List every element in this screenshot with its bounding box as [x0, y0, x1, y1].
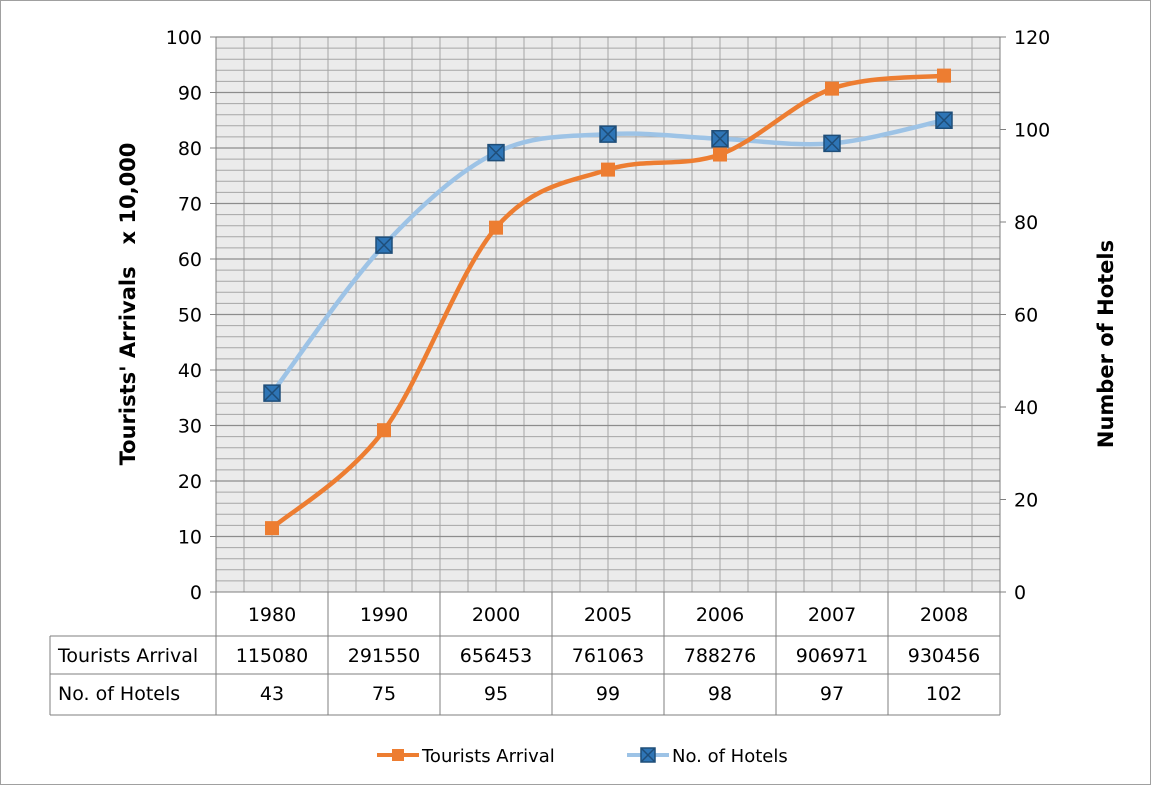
data-point-tourists [489, 220, 503, 235]
y-tick-label: 20 [178, 471, 202, 493]
left-axis-title: Tourists' Arrivals x 10,000 [116, 143, 140, 466]
table-cell: 99 [596, 683, 620, 705]
data-point-tourists [937, 68, 951, 83]
table-cell: 95 [484, 683, 508, 705]
data-point-tourists [713, 147, 727, 162]
table-cell: 97 [820, 683, 844, 705]
table-row-label: No. of Hotels [58, 683, 180, 705]
legend-label-tourists: Tourists Arrival [421, 746, 555, 767]
data-point-hotels [263, 384, 281, 402]
data-table: 1980 1990 2000 2005 2006 2007 2008 Tourists Arr… [49, 591, 1001, 716]
marker-cross [823, 134, 841, 152]
table-cell: 788276 [684, 645, 757, 667]
y-tick-label: 80 [178, 138, 202, 160]
table-row-label: Tourists Arrival [57, 645, 198, 667]
y-tick-label: 90 [178, 83, 202, 105]
y-tick-label: 60 [178, 249, 202, 271]
legend-label-hotels: No. of Hotels [672, 746, 788, 767]
data-point-tourists [825, 81, 839, 96]
marker-cross [935, 111, 953, 129]
table-cell: 761063 [572, 645, 645, 667]
table-cell: 43 [260, 683, 284, 705]
y2-tick-label: 40 [1014, 397, 1038, 419]
y2-tick-label: 60 [1014, 305, 1038, 327]
data-point-hotels [375, 236, 393, 254]
data-point-hotels [823, 134, 841, 153]
table-category-label: 2000 [472, 604, 520, 626]
data-point-tourists [601, 162, 615, 177]
table-category-label: 2008 [920, 604, 968, 626]
table-category-label: 2007 [808, 604, 856, 626]
table-cell: 75 [372, 683, 396, 705]
data-point-hotels [599, 125, 617, 143]
table-cell: 656453 [460, 645, 533, 667]
legend-item-hotels: No. of Hotels [627, 746, 788, 767]
tick-labels: 0 10 20 30 40 50 60 70 80 90 100 0 20 40 60 80 100 120 [166, 27, 1051, 604]
table-category-label: 2005 [584, 604, 632, 626]
y-tick-label: 70 [178, 194, 202, 216]
y-tick-label: 0 [190, 582, 202, 604]
table-category-label: 2006 [696, 604, 744, 626]
data-point-hotels [487, 143, 505, 162]
y-tick-label: 50 [178, 305, 202, 327]
data-point-hotels [935, 111, 953, 129]
y-tick-label: 10 [178, 527, 202, 549]
legend-marker-hotels [640, 747, 656, 763]
marker-cross [711, 130, 729, 148]
data-point-tourists [265, 521, 279, 536]
marker-cross [375, 236, 393, 254]
legend-marker-tourists [392, 749, 404, 761]
table-cell: 115080 [236, 645, 309, 667]
marker-cross [640, 747, 656, 763]
table-category-label: 1990 [360, 604, 408, 626]
marker-cross [487, 144, 505, 162]
y2-tick-label: 80 [1014, 212, 1038, 234]
y2-tick-label: 20 [1014, 490, 1038, 512]
data-point-tourists [377, 423, 391, 438]
y-tick-label: 30 [178, 416, 202, 438]
table-cell: 906971 [796, 645, 869, 667]
legend-marker-hotels-shape [640, 747, 656, 763]
y-tick-label: 100 [166, 27, 202, 49]
marker-cross [263, 384, 281, 402]
table-cell: 102 [926, 683, 962, 705]
right-axis-title: Number of Hotels [1094, 240, 1118, 448]
series-group [263, 68, 953, 536]
data-point-hotels [711, 130, 729, 148]
y2-tick-label: 120 [1014, 27, 1050, 49]
marker-cross [599, 125, 617, 143]
legend-item-tourists: Tourists Arrival [377, 746, 555, 767]
y2-tick-label: 0 [1014, 582, 1026, 604]
table-cell: 291550 [348, 645, 421, 667]
legend: Tourists Arrival No. of Hotels [377, 746, 788, 767]
y-tick-label: 40 [178, 360, 202, 382]
table-cell: 98 [708, 683, 732, 705]
table-category-label: 1980 [248, 604, 296, 626]
y2-tick-label: 100 [1014, 120, 1050, 142]
table-cell: 930456 [908, 645, 981, 667]
